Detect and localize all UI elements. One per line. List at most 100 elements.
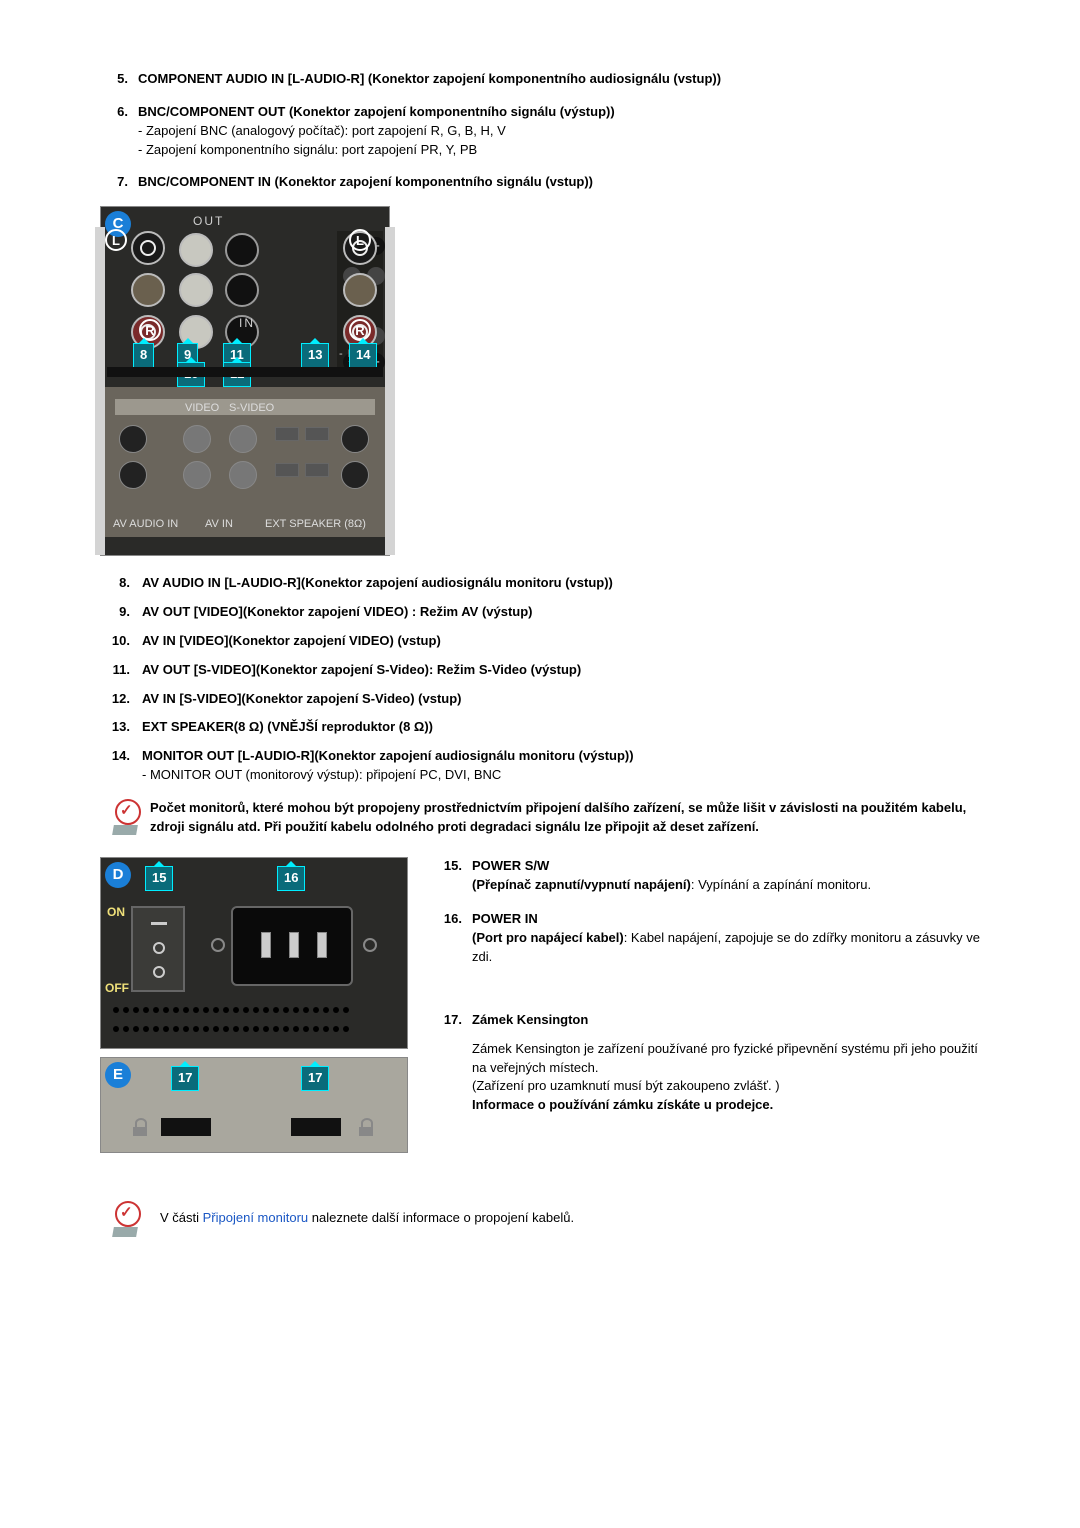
item-number: 5. [100,70,128,89]
in-label: IN [239,315,255,332]
item-sub: - MONITOR OUT (monitorový výstup): připo… [142,766,980,785]
panel-mirror-image: VIDEO S-VIDEO AV AUDIO IN AV IN EXT SPEA… [105,387,385,537]
power-list: 15. POWER S/W (Přepínač zapnutí/vypnutí … [434,857,980,1131]
lock-icon [131,1118,149,1136]
kensington-panel-e-image: E 17 17 [100,1057,408,1153]
screw-icon [211,938,225,952]
small-terminal [305,427,329,441]
item-number: 17. [434,1011,462,1030]
item-subtitle: (Port pro napájecí kabel) [472,930,624,945]
item-title: AV OUT [S-VIDEO](Konektor zapojení S-Vid… [142,662,581,677]
lock-icon [357,1118,375,1136]
small-terminal [275,427,299,441]
channel-l-icon: L [105,229,127,251]
item-title: BNC/COMPONENT OUT (Konektor zapojení kom… [138,104,615,119]
item-sub: - Zapojení BNC (analogový počítač): port… [138,122,980,141]
note-icon-container [100,1201,150,1237]
item-number: 7. [100,173,128,192]
callout-8: 8 [133,343,154,368]
item-15: 15. POWER S/W (Přepínač zapnutí/vypnutí … [434,857,980,895]
power-pin-icon [317,932,327,958]
power-pin-icon [289,932,299,958]
item-paragraph-bold: Informace o používání zámku získáte u pr… [472,1096,980,1115]
chassis-edge [385,227,395,555]
rca-jack [131,273,165,307]
item-desc: : Vypínání a zapínání monitoru. [691,877,871,892]
item-number: 9. [100,603,130,622]
item-title: AV AUDIO IN [L-AUDIO-R](Konektor zapojen… [142,575,613,590]
item-title: AV OUT [VIDEO](Konektor zapojení VIDEO) … [142,604,533,619]
item-paragraph: (Zařízení pro uzamknutí musí být zakoupe… [472,1077,980,1096]
item-12: 12. AV IN [S-VIDEO](Konektor zapojení S-V… [100,690,980,709]
power-inlet-icon [231,906,353,986]
callout-17: 17 [301,1066,329,1091]
tool-check-icon [107,1201,143,1237]
item-number: 6. [100,103,128,122]
note-text: Počet monitorů, které mohou být propojen… [150,799,980,837]
item-sub: - Zapojení komponentního signálu: port z… [138,141,980,160]
connector-list-top: 5. COMPONENT AUDIO IN [L-AUDIO-R] (Konek… [100,70,980,192]
note-monitor-count: Počet monitorů, které mohou být propojen… [100,799,980,837]
inner-ring-icon [140,240,156,256]
switch-off-circle-icon [153,966,165,978]
small-label: VIDEO [185,401,219,417]
small-jack [119,461,147,489]
item-title: POWER S/W [472,858,549,873]
wrench-base-icon [112,1227,138,1237]
power-panel-d-image: D 15 16 ON OFF [100,857,408,1049]
item-number: 12. [100,690,130,709]
item-17: 17. Zámek Kensington Zámek Kensington je… [434,1011,980,1115]
item-16: 16. POWER IN (Port pro napájecí kabel): … [434,910,980,967]
off-label: OFF [105,980,129,997]
item-paragraph: Zámek Kensington je zařízení používané p… [472,1040,980,1078]
small-jack [119,425,147,453]
small-label: AV AUDIO IN [113,517,178,533]
item-title: BNC/COMPONENT IN (Konektor zapojení komp… [138,174,593,189]
item-number: 8. [100,574,130,593]
rca-jack [343,273,377,307]
item-number: 15. [434,857,462,876]
item-6: 6. BNC/COMPONENT OUT (Konektor zapojení … [100,103,980,160]
small-jack [229,425,257,453]
item-9: 9. AV OUT [VIDEO](Konektor zapojení VIDEO… [100,603,980,622]
power-pin-icon [261,932,271,958]
chassis-edge [95,227,105,555]
footer-pre: V části [160,1210,203,1225]
screw-icon [363,938,377,952]
item-14: 14. MONITOR OUT [L-AUDIO-R](Konektor zapo… [100,747,980,785]
connect-monitor-link[interactable]: Připojení monitoru [203,1210,309,1225]
item-10: 10.AV IN [VIDEO](Konektor zapojení VIDEO… [100,632,980,651]
callout-16: 16 [277,866,305,891]
footer-text: V části Připojení monitoru naleznete dal… [160,1209,574,1228]
rca-jack [179,273,213,307]
section-badge-d: D [105,862,131,888]
out-label: OUT [193,213,224,230]
item-subtitle: (Přepínač zapnutí/vypnutí napájení) [472,877,691,892]
callout-14: 14 [349,343,377,368]
power-section: D 15 16 ON OFF E 17 [100,857,980,1153]
item-number: 14. [100,747,130,766]
connector-panel-c-image: C OUT − + − + - R - IN L R L R 8 9 10 11… [100,206,390,556]
item-number: 13. [100,718,130,737]
small-terminal [305,463,329,477]
small-label: AV IN [205,517,233,533]
footer-post: naleznete další informace o propojení ka… [308,1210,574,1225]
item-title: AV IN [S-VIDEO](Konektor zapojení S-Vide… [142,691,461,706]
item-5: 5. COMPONENT AUDIO IN [L-AUDIO-R] (Konek… [100,70,980,89]
item-title: COMPONENT AUDIO IN [L-AUDIO-R] (Konektor… [138,71,721,86]
power-images: D 15 16 ON OFF E 17 [100,857,408,1153]
item-title: MONITOR OUT [L-AUDIO-R](Konektor zapojen… [142,748,634,763]
callout-15: 15 [145,866,173,891]
small-label: S-VIDEO [229,401,274,417]
small-jack [229,461,257,489]
item-number: 11. [100,661,130,680]
power-switch-icon [131,906,185,992]
switch-dot-icon [153,942,165,954]
item-title: AV IN [VIDEO](Konektor zapojení VIDEO) (… [142,633,441,648]
svideo-jack [225,273,259,307]
item-7: 7. BNC/COMPONENT IN (Konektor zapojení k… [100,173,980,192]
callout-13: 13 [301,343,329,368]
svideo-jack [225,233,259,267]
on-label: ON [107,904,125,921]
vent-dots-icon [111,1002,397,1030]
